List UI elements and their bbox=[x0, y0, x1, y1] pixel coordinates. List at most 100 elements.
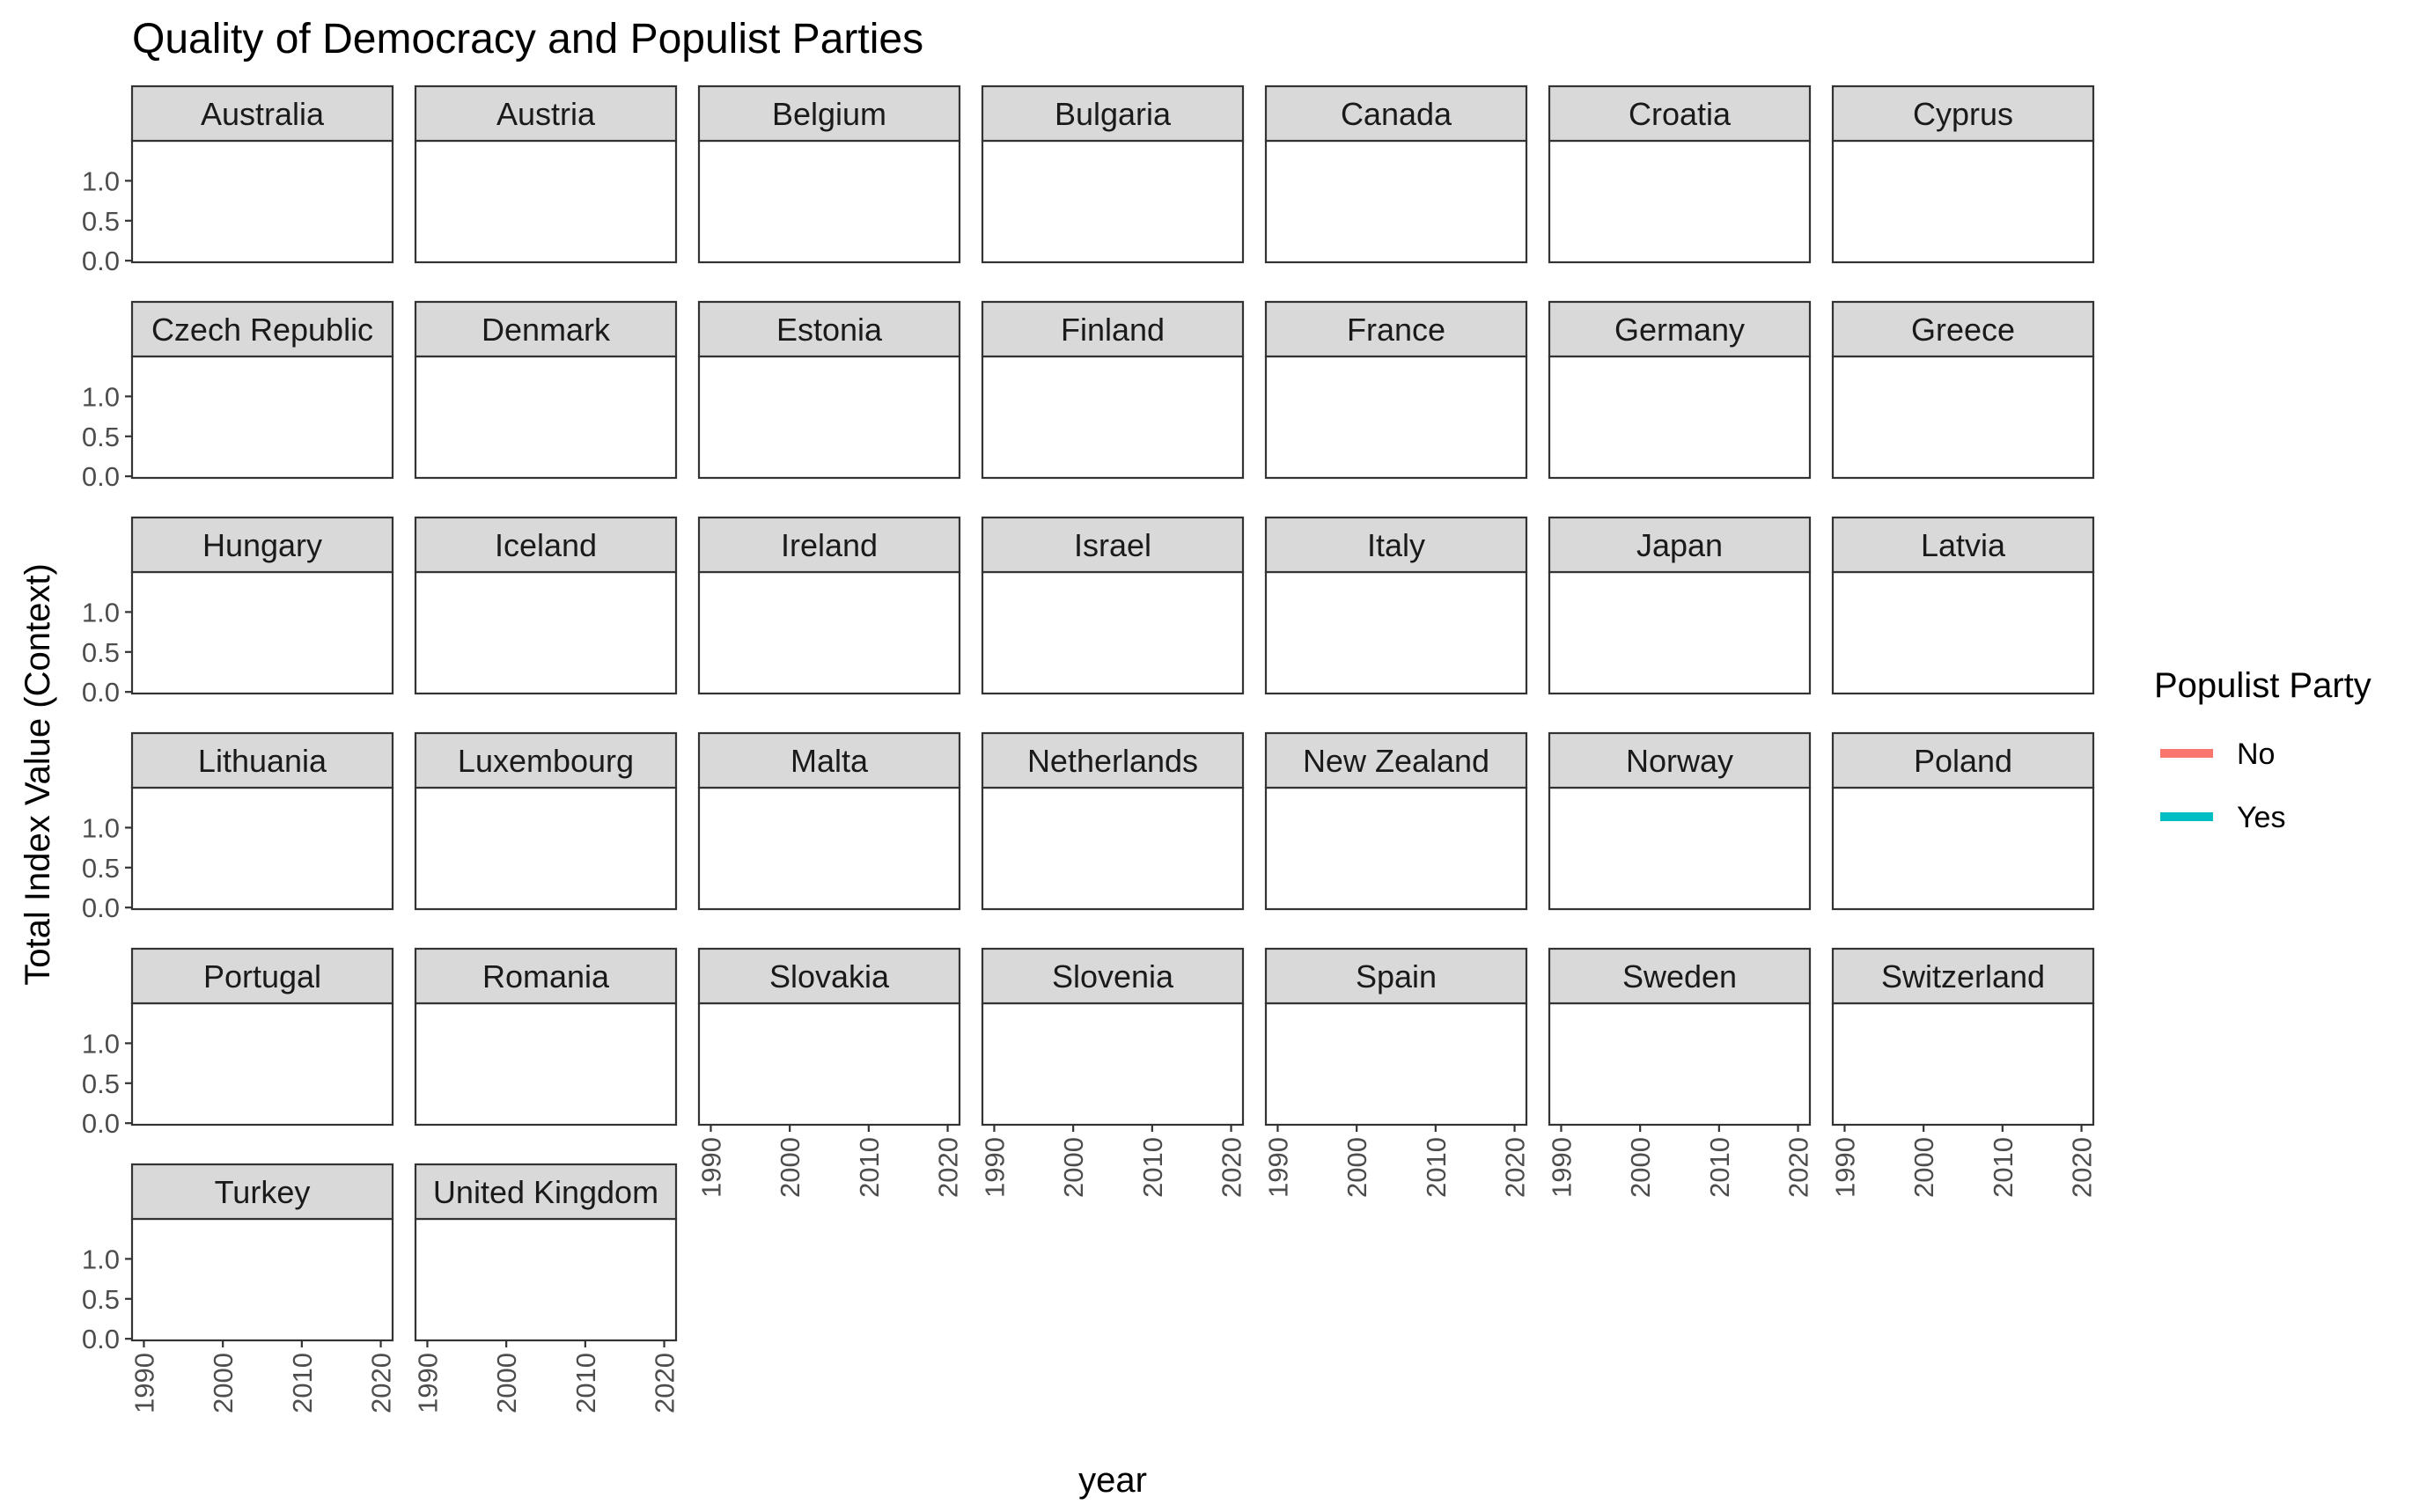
x-tick-label: 2000 bbox=[491, 1353, 522, 1413]
panel-italy: Italy bbox=[1264, 516, 1528, 695]
panel-romania: Romania bbox=[414, 947, 678, 1127]
x-tick-label: 2020 bbox=[1217, 1137, 1247, 1198]
facet-strip bbox=[1548, 731, 1812, 789]
panel-austria: Austria bbox=[414, 84, 678, 264]
x-tick-label: 2000 bbox=[1058, 1137, 1089, 1198]
x-tick-label: 2010 bbox=[1988, 1137, 2019, 1198]
facet-label-czech-republic: Czech Republic bbox=[151, 312, 373, 348]
facet-label-italy: Italy bbox=[1367, 527, 1425, 563]
facet-strip bbox=[130, 84, 394, 143]
panel-border bbox=[130, 1217, 394, 1342]
x-tick-label: 2010 bbox=[1137, 1137, 1168, 1198]
panel-border bbox=[1264, 139, 1528, 264]
panel-border bbox=[130, 786, 394, 911]
x-tick-label: 2020 bbox=[650, 1353, 680, 1413]
facet-strip bbox=[981, 84, 1245, 143]
facet-label-luxembourg: Luxembourg bbox=[458, 743, 634, 779]
panel-border bbox=[414, 1217, 678, 1342]
panel-norway: Norway bbox=[1548, 731, 1812, 911]
panel-border bbox=[1548, 570, 1812, 695]
panel-border bbox=[1264, 355, 1528, 480]
facet-strip bbox=[1831, 516, 2095, 574]
y-axis-title: Total Index Value (Context) bbox=[18, 563, 57, 986]
panel-latvia: Latvia bbox=[1831, 516, 2095, 695]
facet-label-netherlands: Netherlands bbox=[1027, 743, 1198, 779]
facet-strip bbox=[414, 947, 678, 1005]
facet-label-belgium: Belgium bbox=[772, 96, 886, 132]
x-tick-label: 1990 bbox=[413, 1353, 444, 1413]
y-tick-label: 1.0 bbox=[82, 1244, 120, 1274]
panel-switzerland: Switzerland bbox=[1831, 947, 2095, 1127]
facet-strip bbox=[1548, 300, 1812, 358]
facet-label-finland: Finland bbox=[1061, 312, 1165, 348]
panel-border bbox=[414, 139, 678, 264]
panel-japan: Japan bbox=[1548, 516, 1812, 695]
panel-border bbox=[130, 1002, 394, 1127]
panel-luxembourg: Luxembourg bbox=[414, 731, 678, 911]
panel-border bbox=[697, 570, 961, 695]
panel-canada: Canada bbox=[1264, 84, 1528, 264]
facet-strip bbox=[1264, 84, 1528, 143]
facet-label-united-kingdom: United Kingdom bbox=[433, 1174, 658, 1210]
facet-label-spain: Spain bbox=[1356, 958, 1437, 995]
panel-poland: Poland bbox=[1831, 731, 2095, 911]
panel-netherlands: Netherlands bbox=[981, 731, 1245, 911]
y-tick-label: 0.5 bbox=[82, 637, 120, 668]
facet-strip bbox=[130, 1163, 394, 1221]
panel-border bbox=[981, 1002, 1245, 1127]
x-tick-label: 2020 bbox=[933, 1137, 964, 1198]
facet-strip bbox=[981, 731, 1245, 789]
panel-border bbox=[697, 355, 961, 480]
facet-label-croatia: Croatia bbox=[1629, 96, 1732, 132]
panel-germany: Germany bbox=[1548, 300, 1812, 480]
y-tick-label: 0.0 bbox=[82, 1324, 120, 1354]
facet-label-australia: Australia bbox=[201, 96, 325, 132]
y-tick-label: 0.0 bbox=[82, 1108, 120, 1139]
panel-border bbox=[697, 786, 961, 911]
facet-strip bbox=[130, 947, 394, 1005]
facet-label-sweden: Sweden bbox=[1622, 958, 1737, 995]
panel-border bbox=[414, 786, 678, 911]
facet-label-cyprus: Cyprus bbox=[1913, 96, 2013, 132]
facet-strip bbox=[1264, 516, 1528, 574]
panel-border bbox=[981, 786, 1245, 911]
facet-strip bbox=[414, 731, 678, 789]
panel-border bbox=[1264, 1002, 1528, 1127]
axes: 0.0 0.5 1.0 0.0 0.5 1.0 0.0 0.5 1.0 0.0 0.5 1.0 0.0 0… bbox=[82, 165, 2098, 1413]
panel-border bbox=[1831, 786, 2095, 911]
y-tick-label: 0.5 bbox=[82, 853, 120, 884]
facet-label-portugal: Portugal bbox=[203, 958, 321, 995]
panel-border bbox=[1831, 1002, 2095, 1127]
panel-border bbox=[1548, 139, 1812, 264]
facet-strip bbox=[1548, 947, 1812, 1005]
panel-border bbox=[130, 355, 394, 480]
panel-estonia: Estonia bbox=[697, 300, 961, 480]
x-tick-label: 1990 bbox=[1263, 1137, 1294, 1198]
facet-label-austria: Austria bbox=[496, 96, 596, 132]
panel-france: France bbox=[1264, 300, 1528, 480]
facet-strip bbox=[1264, 731, 1528, 789]
facet-strip bbox=[697, 84, 961, 143]
panel-denmark: Denmark bbox=[414, 300, 678, 480]
panel-turkey: Turkey bbox=[130, 1163, 394, 1342]
panel-border bbox=[130, 139, 394, 264]
panel-greece: Greece bbox=[1831, 300, 2095, 480]
facet-label-slovenia: Slovenia bbox=[1052, 958, 1174, 995]
facet-label-france: France bbox=[1347, 312, 1445, 348]
facet-strip bbox=[981, 947, 1245, 1005]
facet-strip bbox=[414, 84, 678, 143]
facet-strip bbox=[414, 516, 678, 574]
panel-border bbox=[1548, 786, 1812, 911]
y-tick-label: 0.0 bbox=[82, 892, 120, 923]
facet-strip bbox=[1831, 300, 2095, 358]
panel-border bbox=[697, 139, 961, 264]
facet-label-greece: Greece bbox=[1911, 312, 2015, 348]
facet-strip bbox=[1548, 516, 1812, 574]
facet-strip bbox=[414, 1163, 678, 1221]
panel-border bbox=[130, 570, 394, 695]
panel-cyprus: Cyprus bbox=[1831, 84, 2095, 264]
x-tick-label: 2000 bbox=[1908, 1137, 1939, 1198]
panel-new-zealand: New Zealand bbox=[1264, 731, 1528, 911]
panel-czech-republic: Czech Republic bbox=[130, 300, 394, 480]
